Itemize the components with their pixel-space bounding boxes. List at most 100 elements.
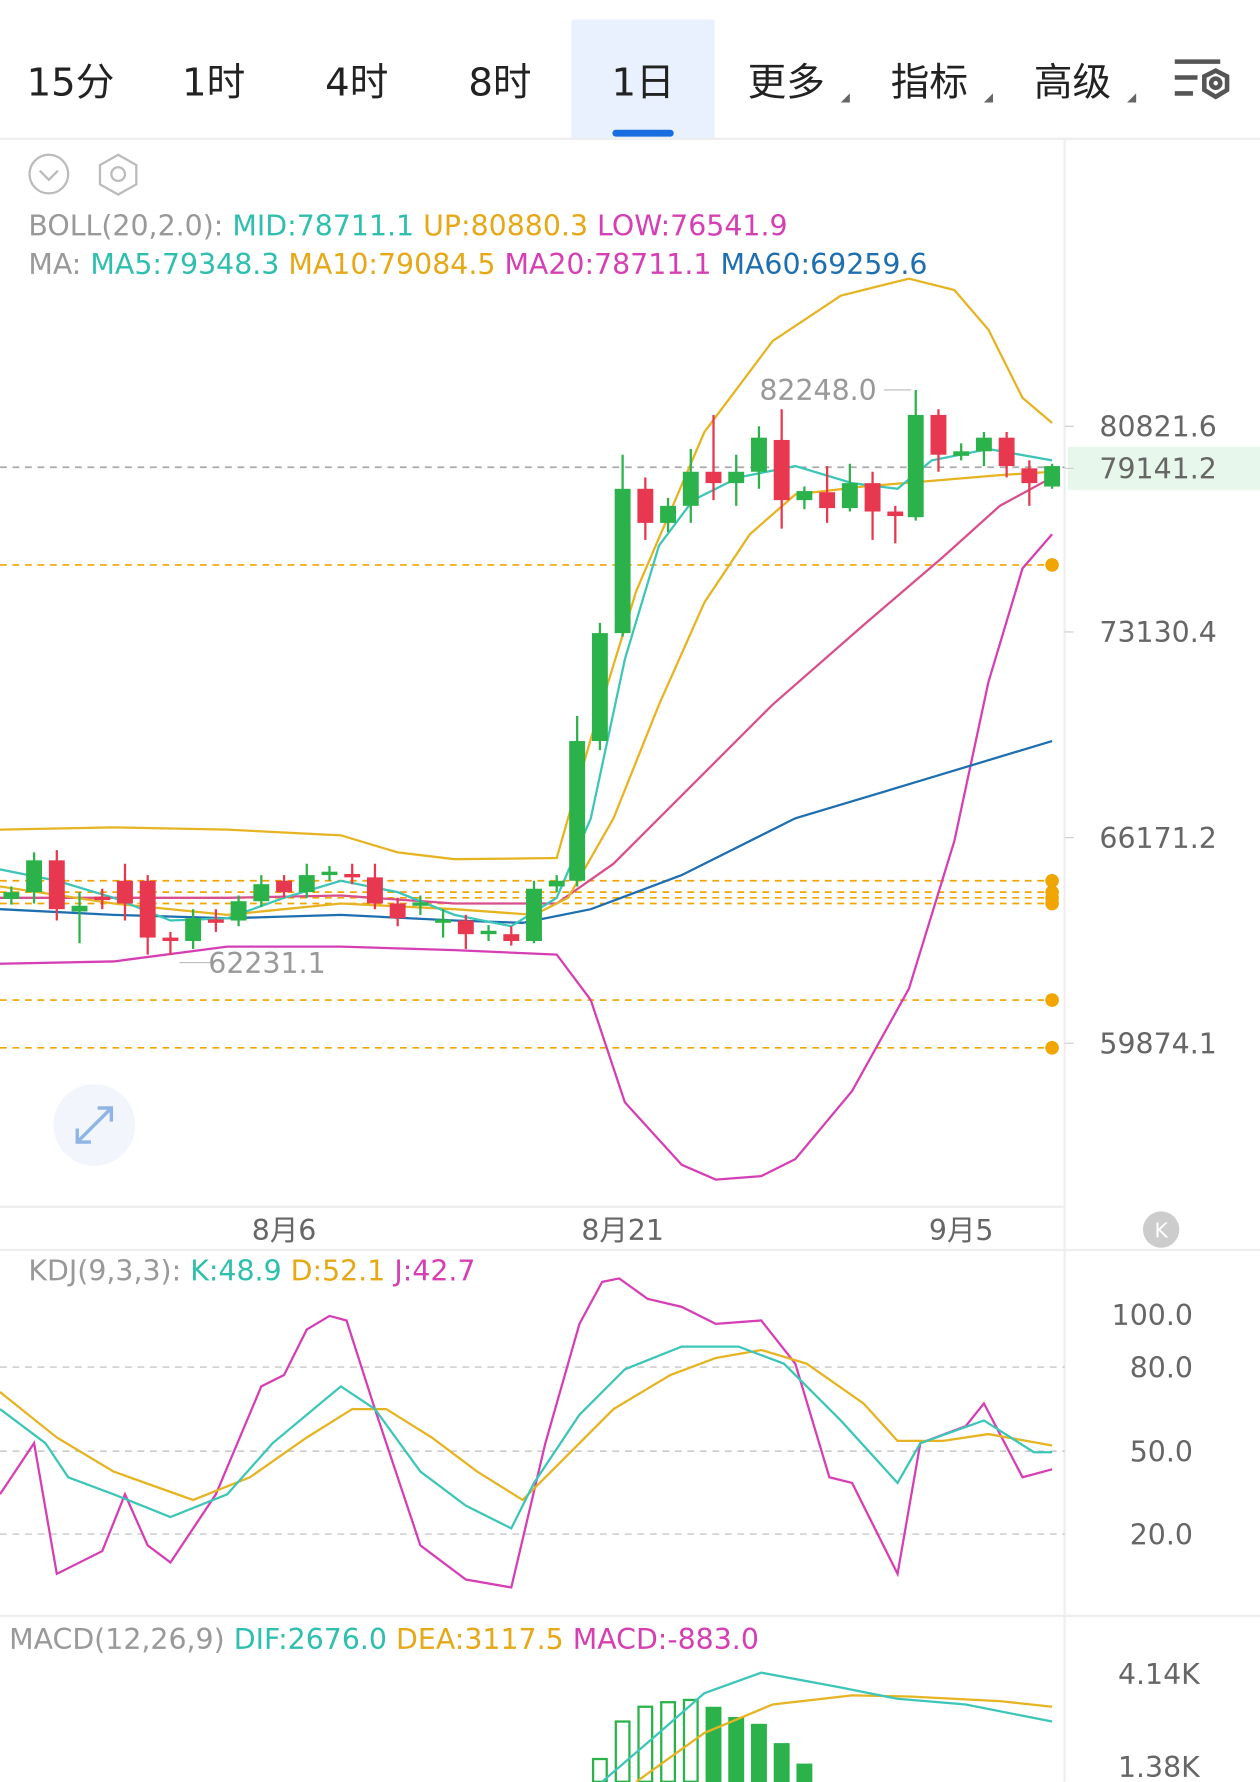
candle-body xyxy=(139,880,156,938)
order-dot[interactable] xyxy=(1045,896,1059,911)
kdj-axis-label: 80.0 xyxy=(1130,1351,1193,1384)
candle-body xyxy=(162,937,179,941)
low-label: 62231.1 xyxy=(208,947,325,980)
kdj-j-line xyxy=(0,1277,1053,1589)
macd-dif: DIF:2676.0 xyxy=(234,1623,387,1656)
kdj-axis-label: 100.0 xyxy=(1112,1299,1193,1332)
kdj-k-line xyxy=(0,1345,1053,1530)
ma20-line xyxy=(0,476,1053,905)
ma60: MA60:69259.6 xyxy=(720,248,927,281)
candle-body xyxy=(751,437,767,472)
macd-value: MACD:-883.0 xyxy=(573,1623,759,1656)
tab[interactable]: 1时 xyxy=(182,61,245,106)
macd-dea: DEA:3117.5 xyxy=(396,1623,564,1656)
collapse-button[interactable] xyxy=(28,153,70,195)
candle-body xyxy=(298,875,315,893)
candle-body xyxy=(207,919,224,923)
chevron xyxy=(38,169,59,182)
price-label: 80821.6 xyxy=(1099,411,1216,444)
candle-body xyxy=(480,930,497,935)
macd-bar xyxy=(796,1763,813,1782)
ma5: MA5:79348.3 xyxy=(90,248,279,281)
kdj-label: KDJ(9,3,3): xyxy=(28,1255,181,1288)
boll-low: LOW:76541.9 xyxy=(597,209,788,242)
candle-body xyxy=(412,902,429,906)
candle-body xyxy=(953,451,970,456)
kdj-k: K:48.9 xyxy=(190,1255,281,1288)
date-label: 8月6 xyxy=(252,1214,317,1247)
macd-bar xyxy=(773,1743,790,1782)
price-label: 59874.1 xyxy=(1099,1027,1216,1060)
macd-label: MACD(12,26,9) xyxy=(9,1623,225,1656)
settings-hex-dot xyxy=(110,166,127,183)
date-label: 9月5 xyxy=(929,1214,994,1247)
candle-body xyxy=(366,877,383,904)
order-dot[interactable] xyxy=(1045,993,1059,1007)
reset-icon: K xyxy=(1154,1219,1168,1243)
tab[interactable]: 高级 xyxy=(1034,61,1111,106)
active-tab-bg xyxy=(571,19,715,139)
macd-legend: MACD(12,26,9) DIF:2676.0 DEA:3117.5 MACD… xyxy=(9,1623,759,1656)
candle-body xyxy=(526,888,542,941)
candle-body xyxy=(321,871,338,876)
candle-body xyxy=(975,437,992,452)
candle-body xyxy=(48,860,65,910)
high-label: 82248.0 xyxy=(759,374,876,407)
candle-body xyxy=(3,892,20,899)
settings-icon[interactable] xyxy=(1174,59,1230,100)
kdj-axis-label: 20.0 xyxy=(1130,1518,1193,1551)
candle-body xyxy=(344,873,361,878)
boll-legend: BOLL(20,2.0): MID:78711.1 UP:80880.3 LOW… xyxy=(28,209,787,242)
kdj-legend: KDJ(9,3,3): K:48.9 D:52.1 J:42.7 xyxy=(28,1255,475,1288)
tab[interactable]: 4时 xyxy=(325,61,388,106)
settings-hex[interactable] xyxy=(98,153,138,196)
candle-body xyxy=(185,918,202,941)
candle-body xyxy=(591,633,608,742)
order-dot[interactable] xyxy=(1045,873,1059,888)
candle-body xyxy=(230,901,247,921)
candle-body xyxy=(548,880,565,887)
tab[interactable]: 指标 xyxy=(891,61,968,106)
candle-body xyxy=(864,483,881,512)
candle-body xyxy=(773,439,790,501)
macd-bar xyxy=(751,1723,767,1782)
boll-mid: MID:78711.1 xyxy=(232,209,414,242)
ma-legend: MA: MA5:79348.3 MA10:79084.5 MA20:78711.… xyxy=(28,248,927,281)
price-label: 73130.4 xyxy=(1099,616,1216,649)
candle-body xyxy=(796,491,813,501)
kdj-axis-label: 50.0 xyxy=(1130,1435,1193,1468)
date-label: 8月21 xyxy=(581,1214,664,1247)
kdj-d: D:52.1 xyxy=(291,1255,386,1288)
candle-body xyxy=(569,741,586,881)
candle-body xyxy=(614,488,631,634)
candle-body xyxy=(705,471,722,484)
order-dot[interactable] xyxy=(1045,558,1059,572)
tab[interactable]: 1日 xyxy=(611,61,674,106)
candle-body xyxy=(728,471,745,484)
reset-button[interactable] xyxy=(1142,1211,1180,1248)
candle-body xyxy=(1021,468,1038,484)
candle-body xyxy=(930,414,947,455)
macd-axis-label: 4.14K xyxy=(1118,1658,1201,1691)
order-dot[interactable] xyxy=(1045,1040,1059,1055)
tab[interactable]: 更多 xyxy=(748,61,825,106)
candle-body xyxy=(71,905,88,912)
candle-body xyxy=(94,896,111,901)
dif-line xyxy=(601,1671,1053,1782)
macd-bar xyxy=(705,1706,722,1782)
candle-body xyxy=(117,880,133,904)
candle-body xyxy=(276,880,292,893)
price-label: 79141.2 xyxy=(1099,453,1216,486)
candle-body xyxy=(457,920,474,935)
candle-body xyxy=(253,884,270,902)
tab[interactable]: 15分 xyxy=(27,61,115,106)
ma20: MA20:78711.1 xyxy=(504,248,711,281)
macd-bar xyxy=(728,1716,745,1782)
last-price-box xyxy=(1067,446,1260,490)
kdj-j: J:42.7 xyxy=(392,1255,475,1288)
tab[interactable]: 8时 xyxy=(468,61,531,106)
ma-label: MA: xyxy=(28,248,81,281)
boll-label: BOLL(20,2.0): xyxy=(28,209,223,242)
candle-body xyxy=(389,903,406,919)
